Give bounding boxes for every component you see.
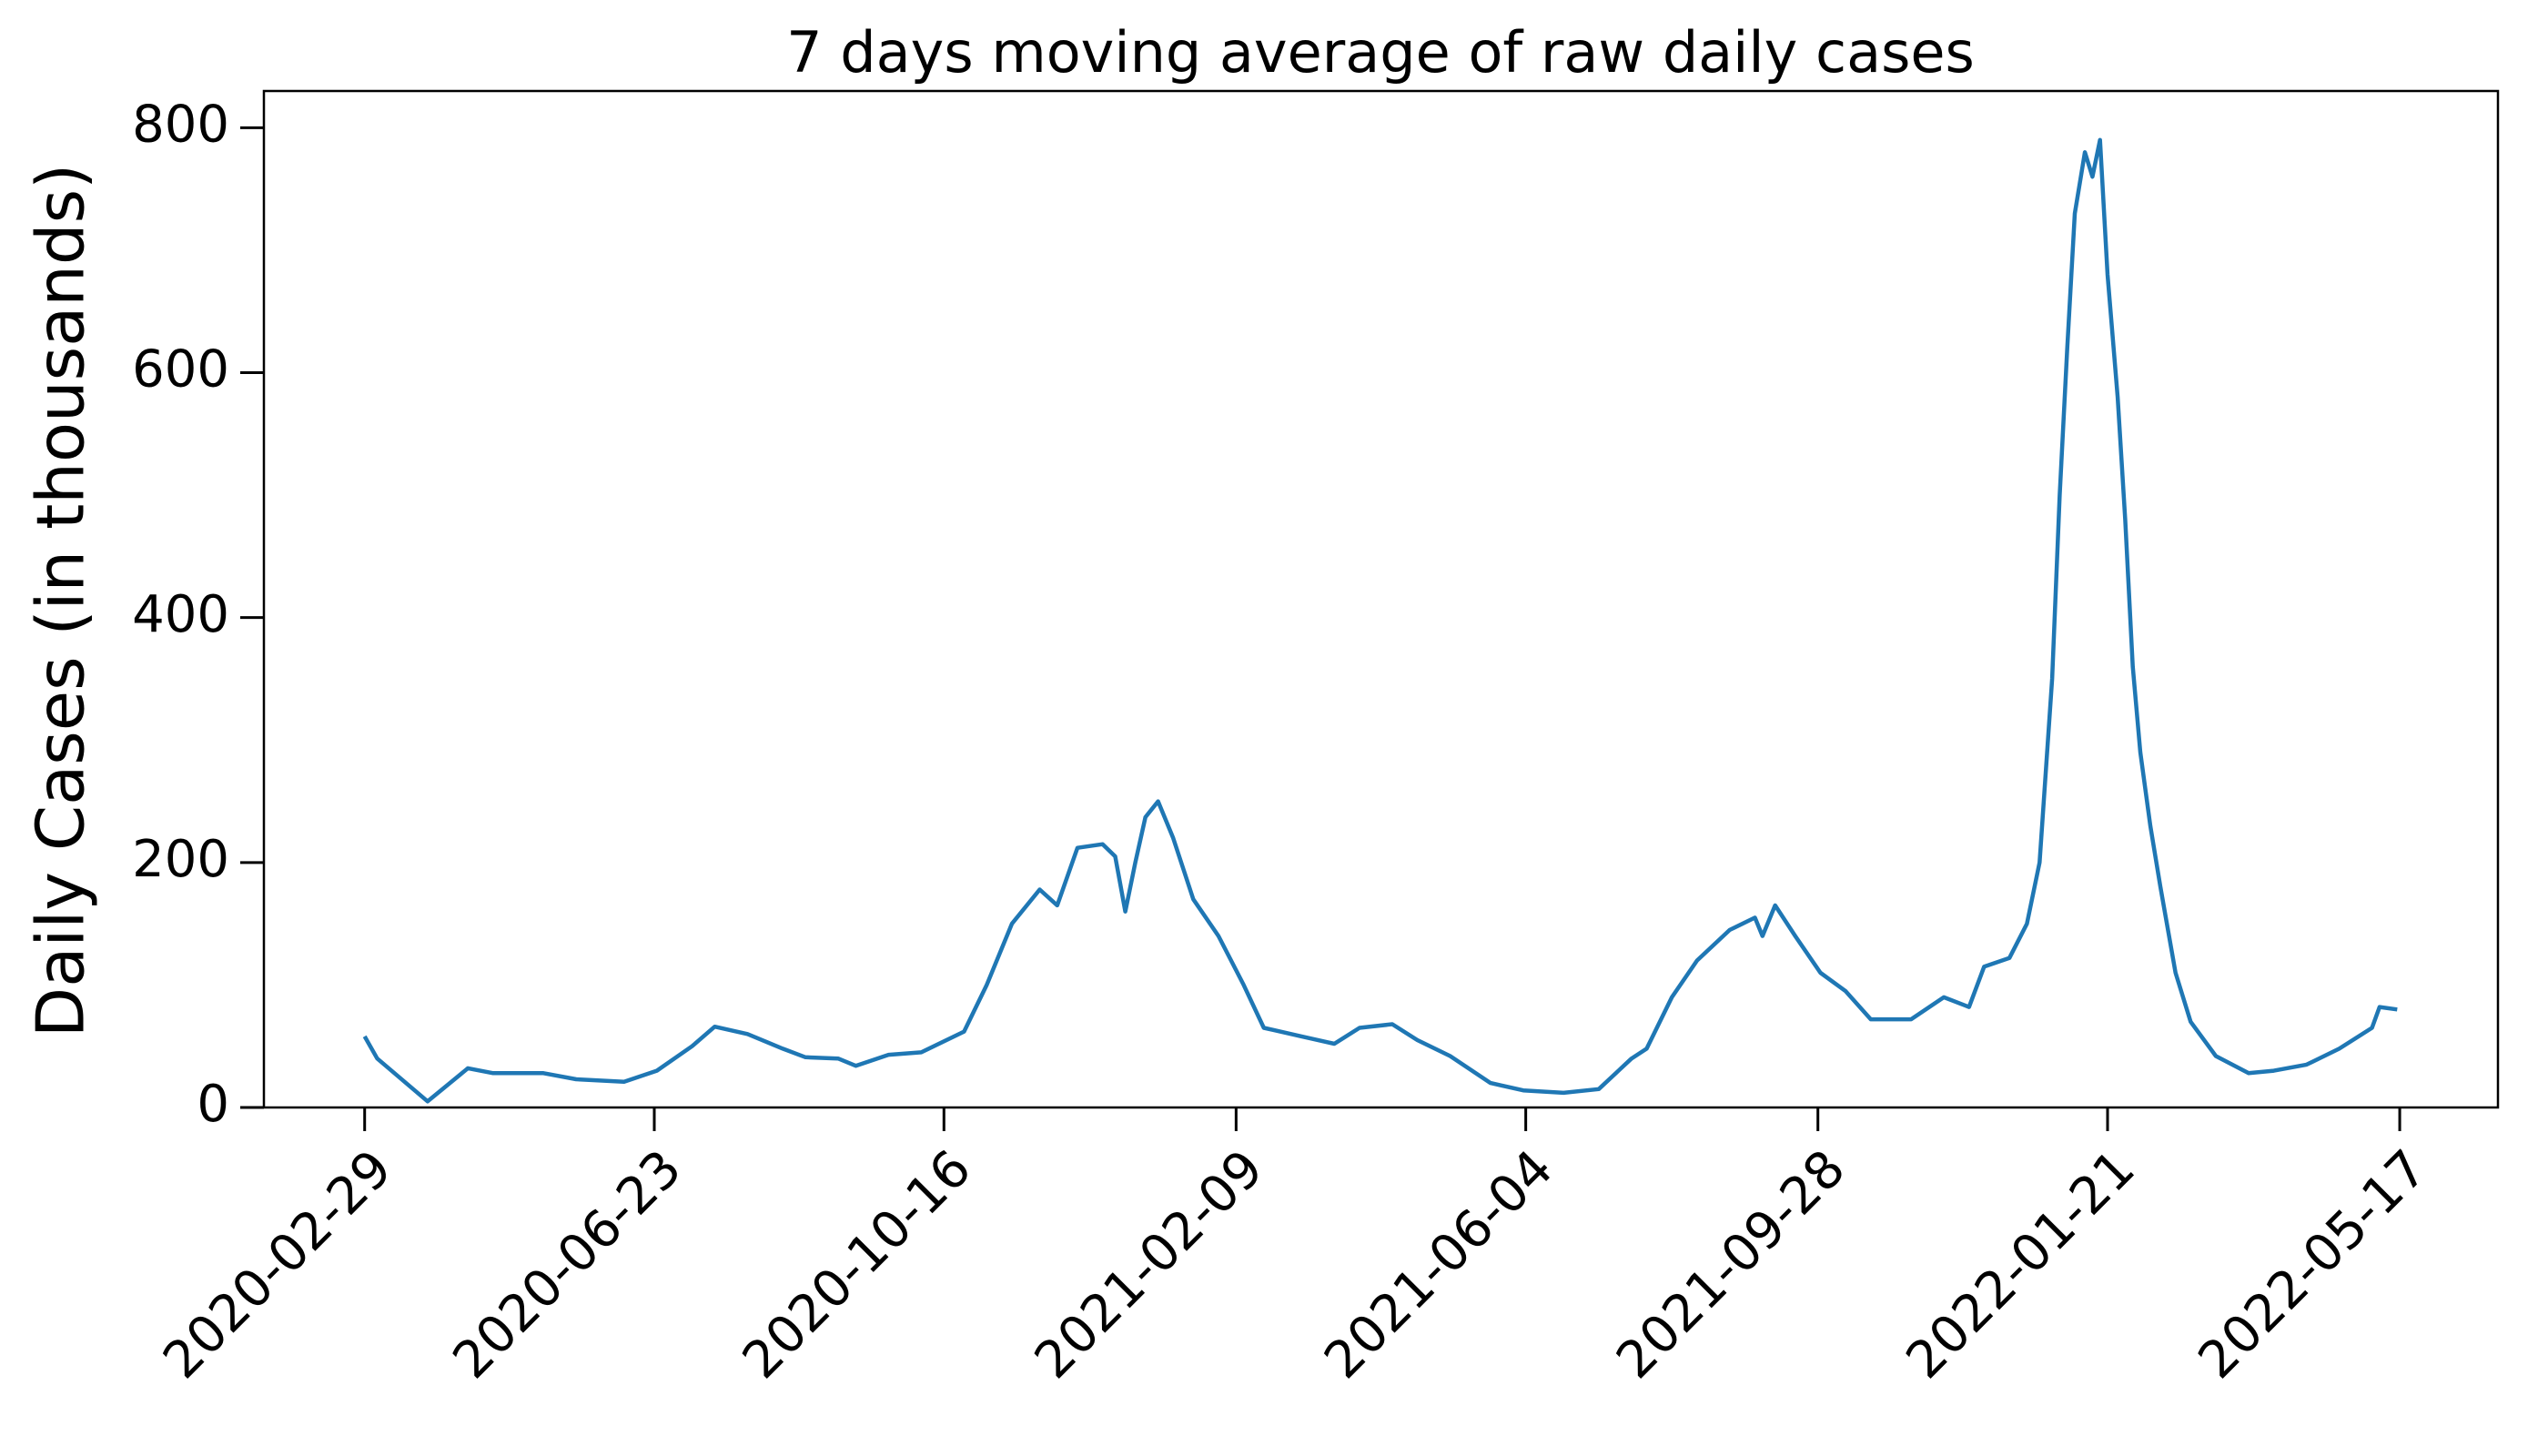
y-tick-label: 200 [132, 830, 229, 889]
x-tick-label: 2020-10-16 [732, 1139, 983, 1390]
y-tick-label: 800 [132, 96, 229, 155]
data-line [362, 137, 2398, 1104]
x-tick-label: 2020-06-23 [442, 1139, 693, 1390]
y-tick-label: 600 [132, 340, 229, 399]
chart-title: 7 days moving average of raw daily cases [786, 19, 1975, 86]
x-tick-label: 2020-02-29 [152, 1139, 403, 1390]
x-tick-label: 2022-05-17 [2188, 1139, 2439, 1390]
y-tick-label: 0 [197, 1075, 229, 1134]
y-axis-label: Daily Cases (in thousands) [23, 164, 99, 1037]
plot-frame [262, 89, 2500, 1109]
x-tick-label: 2021-09-28 [1605, 1139, 1856, 1390]
x-tick-label: 2022-01-21 [1896, 1139, 2147, 1390]
x-tick-label: 2021-02-09 [1024, 1139, 1275, 1390]
x-tick-label: 2021-06-04 [1313, 1139, 1564, 1390]
y-tick-label: 400 [132, 585, 229, 644]
